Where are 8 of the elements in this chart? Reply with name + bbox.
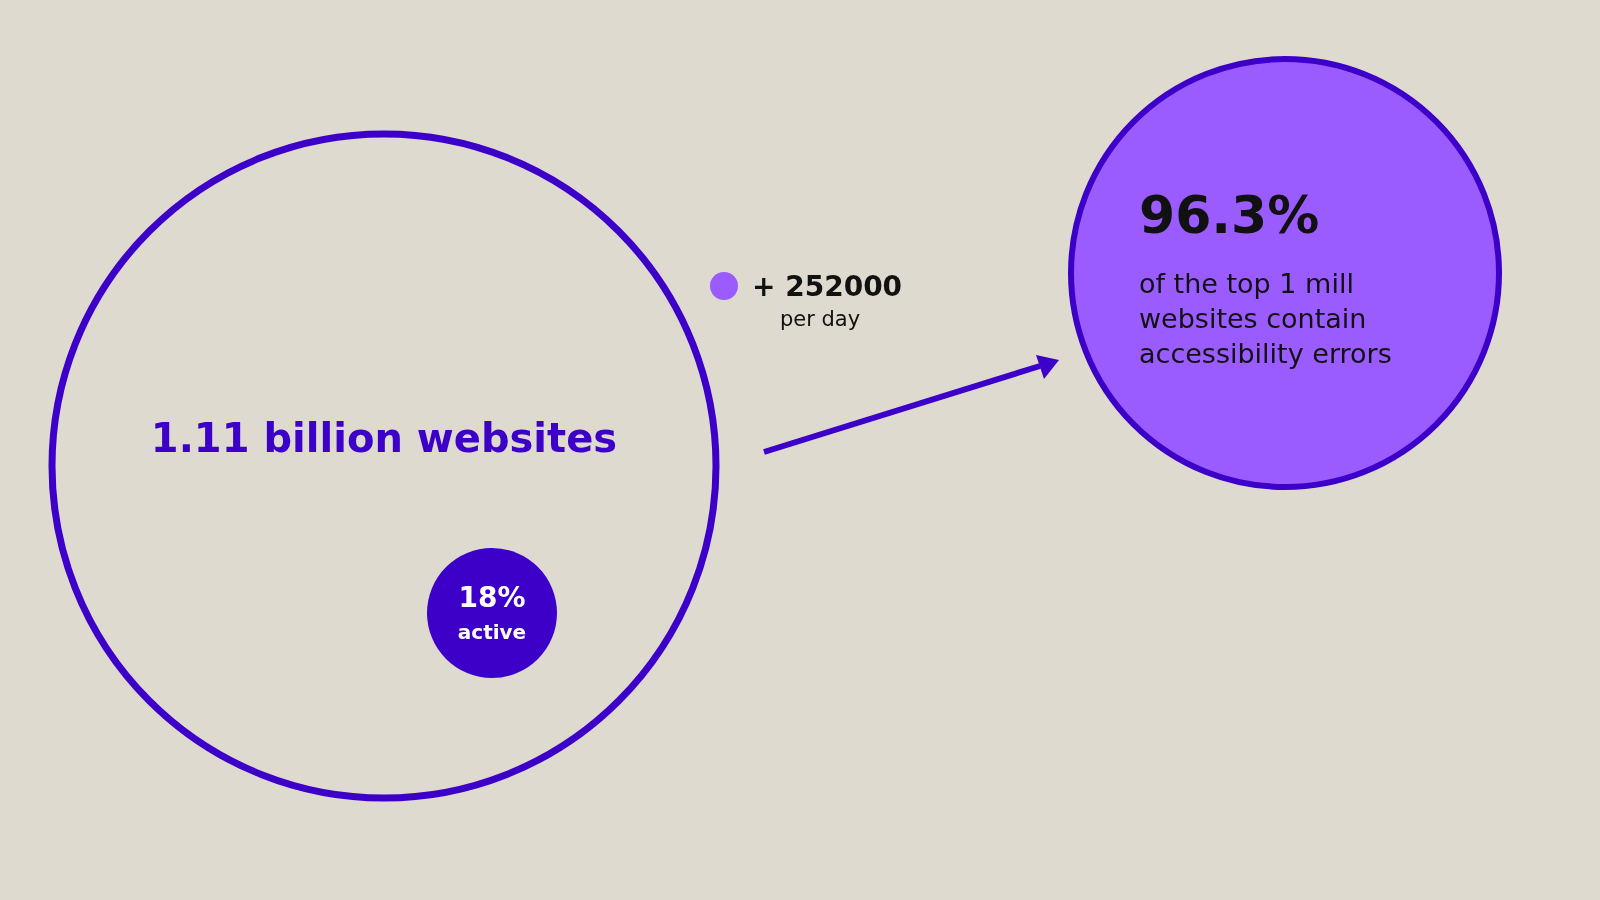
data-label: + 252000 (752, 270, 903, 303)
data-label: 1.11 (150, 415, 250, 461)
category-label: of the top 1 mill websites contain accessibility errors (1139, 268, 1392, 369)
data-label: 96.3% (1139, 185, 1320, 245)
data-label: 18% (458, 581, 526, 614)
category-label: active (457, 620, 527, 644)
category-label: per day (779, 307, 861, 331)
category-label: billion websites (263, 415, 618, 461)
